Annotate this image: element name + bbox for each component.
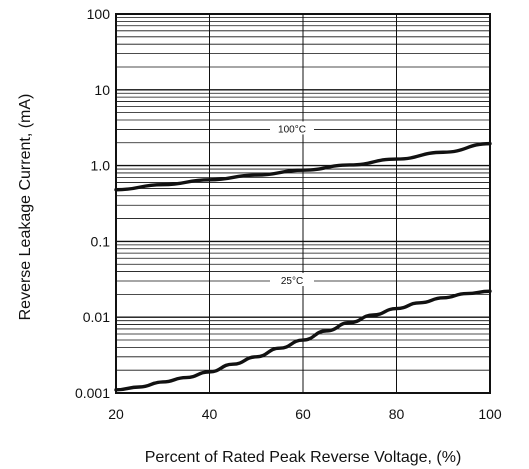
x-tick-label: 80 [389,406,405,422]
y-tick-label: 0.001 [75,385,110,401]
plot-frame [115,13,491,394]
x-tick-label: 20 [108,406,124,422]
series-line-100c [114,141,492,192]
x-tick-label: 100 [478,406,502,422]
curves [114,141,492,392]
curve-label-bg [270,121,314,135]
curve-label-100c: 100°C [278,124,306,135]
x-tick-label: 60 [295,406,311,422]
y-axis-title: Reverse Leakage Current, (mA) [17,94,34,321]
grid [115,14,491,394]
curve-label-25c: 25°C [281,276,303,287]
labels: 0.001 0.01 0.1 1.0 10 100 20 40 60 80 100 100°C 25°C [75,6,502,422]
y-tick-label: 10 [94,82,110,98]
x-axis-title: Percent of Rated Peak Reverse Voltage, (… [145,449,462,466]
curve-label-bg [270,273,314,287]
y-tick-label: 100 [87,6,111,22]
y-tick-label: 0.01 [83,309,110,325]
x-tick-label: 40 [202,406,218,422]
y-tick-label: 1.0 [91,158,111,174]
series-line-25c [114,289,492,392]
y-tick-label: 0.1 [91,233,111,249]
